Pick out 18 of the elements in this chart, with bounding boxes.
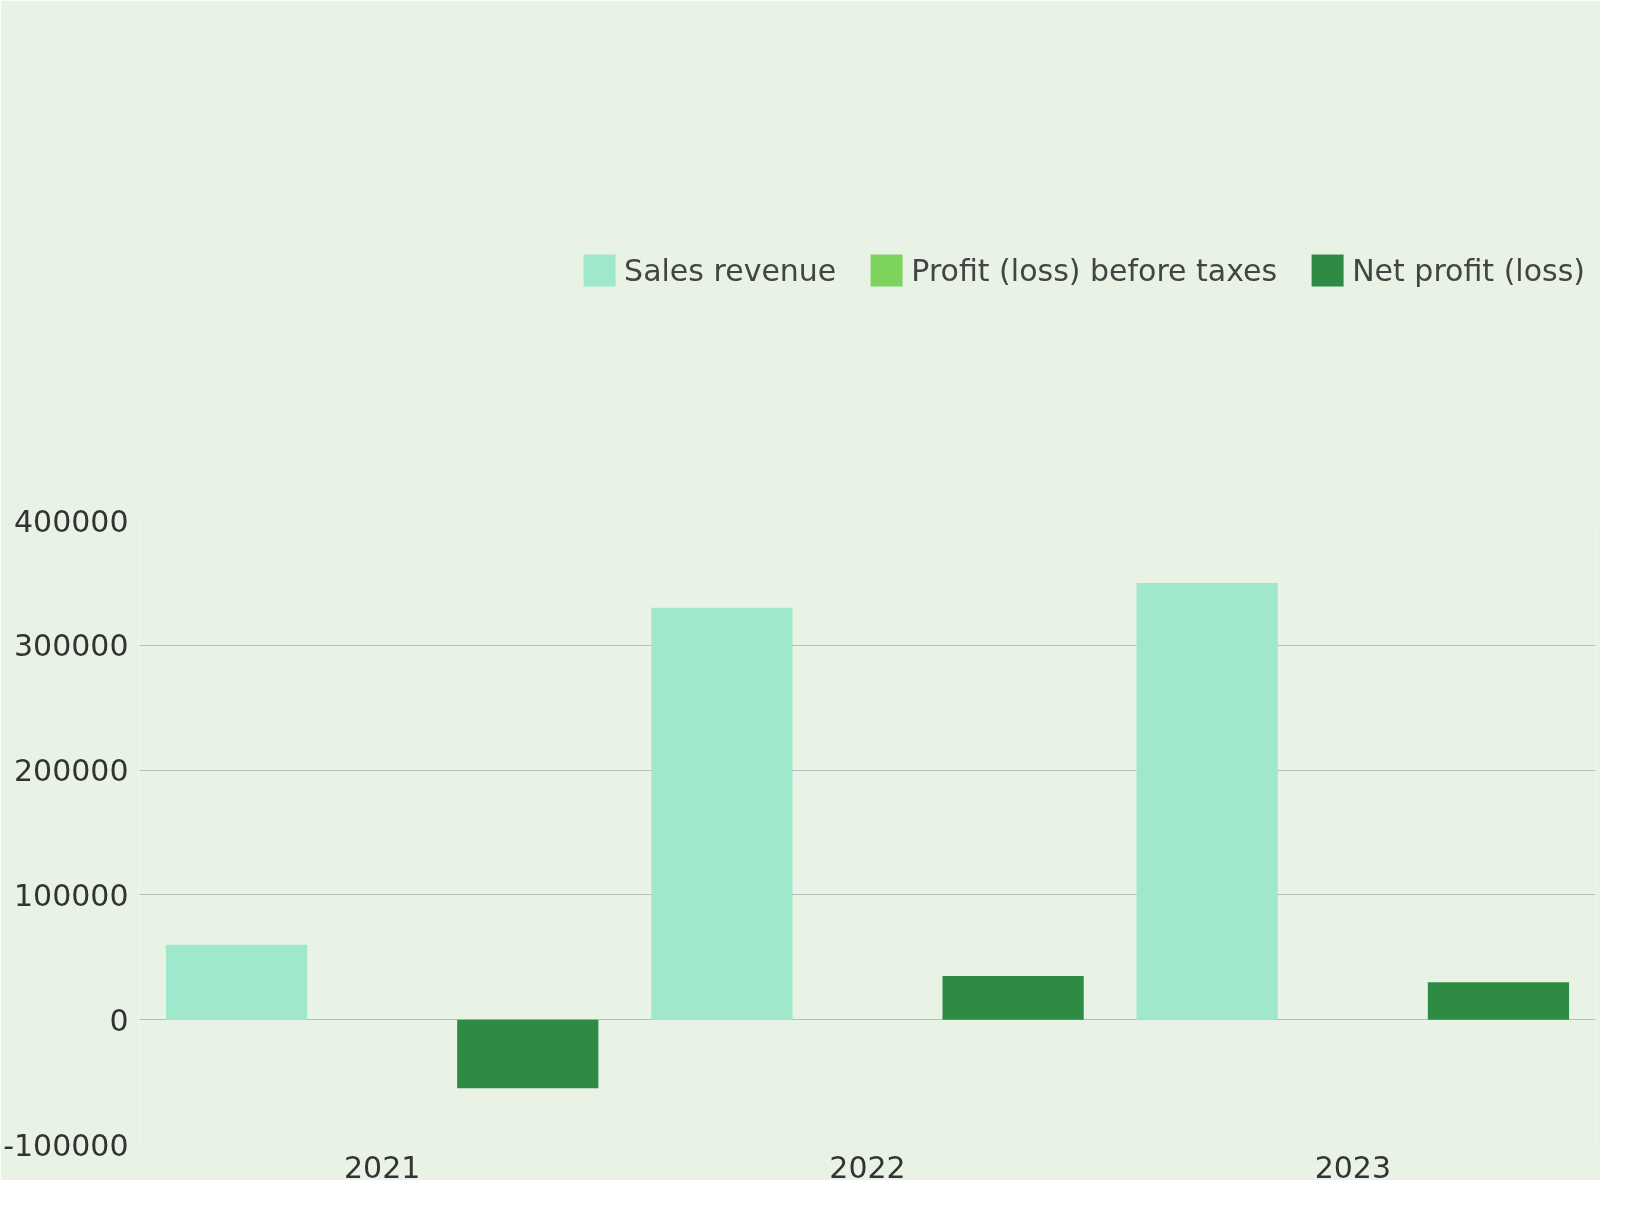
bar [1136, 582, 1278, 1020]
bar [651, 607, 793, 1020]
y-tick-label: -100000 [3, 1127, 129, 1163]
y-tick-label: 100000 [13, 877, 129, 913]
x-tick-label: 2022 [829, 1149, 906, 1185]
y-tick-label: 300000 [13, 628, 129, 664]
bar [457, 1019, 599, 1089]
x-tick-label: 2021 [343, 1149, 421, 1185]
y-tick-label: 400000 [13, 503, 129, 539]
bar [942, 976, 1084, 1020]
y-tick-label: 0 [109, 1002, 129, 1038]
bar [1427, 982, 1570, 1020]
x-tick-label: 2023 [1314, 1149, 1392, 1185]
legend-label: Sales revenue [624, 252, 837, 288]
legend-label: Profit (loss) before taxes [911, 252, 1278, 288]
bar [165, 944, 308, 1020]
legend-label: Net profit (loss) [1352, 252, 1585, 288]
y-tick-label: 200000 [13, 753, 129, 789]
